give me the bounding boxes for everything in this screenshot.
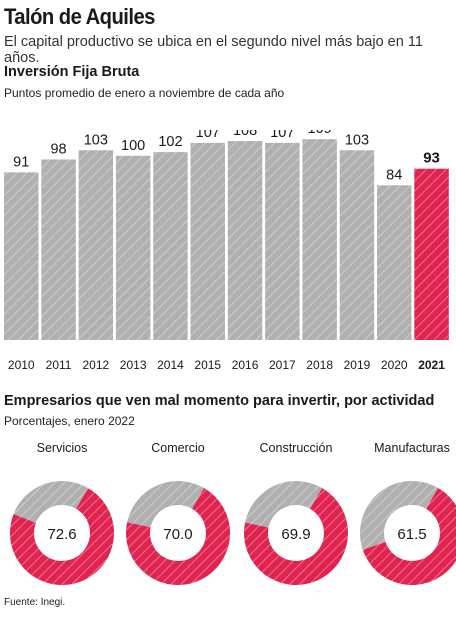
donut-slice-manufacturas-share: [362, 487, 456, 585]
bar-2016: [227, 141, 263, 340]
donut-value-label-manufacturas: 61.5: [397, 526, 426, 543]
donut-category-label-manufacturas: Manufacturas: [374, 441, 450, 455]
x-tick-label-2015: 2015: [194, 358, 221, 372]
donut-slice-servicios-rest: [13, 481, 89, 523]
x-tick-label-2017: 2017: [269, 358, 296, 372]
bar-value-label-2010: 91: [13, 154, 29, 170]
bar-value-label-2014: 102: [158, 134, 182, 150]
donut-chart-subtitle: Porcentajes, enero 2022: [4, 414, 135, 428]
bar-2018: [302, 139, 337, 340]
donut-slice-construcción-share: [244, 487, 349, 585]
bar-chart: 91 2010 98 2011 103 2012 100 2013 102 2014 107 2015…: [4, 130, 449, 372]
bar-value-label-2018: 109: [308, 130, 332, 137]
source-note: Fuente: Inegi.: [4, 597, 66, 608]
donut-value-label-construcción: 69.9: [281, 526, 310, 543]
bar-value-label-2013: 100: [121, 138, 145, 154]
x-tick-label-2019: 2019: [344, 358, 371, 372]
donut-value-label-comercio: 70.0: [163, 526, 192, 543]
bar-2017: [265, 142, 300, 340]
bar-value-label-2011: 98: [50, 141, 66, 157]
donut-category-label-construcción: Construcción: [260, 441, 333, 455]
x-tick-label-2020: 2020: [381, 358, 408, 372]
bar-2012: [78, 150, 114, 340]
x-tick-label-2014: 2014: [157, 358, 184, 372]
bar-2020: [377, 185, 412, 340]
donut-value-label-servicios: 72.6: [47, 526, 76, 543]
donut-slice-manufacturas-rest: [360, 480, 438, 550]
bar-chart-subtitle: Puntos promedio de enero a noviembre de …: [4, 86, 285, 100]
x-tick-label-2018: 2018: [306, 358, 333, 372]
bar-value-label-2017: 107: [270, 130, 294, 141]
page-title: Talón de Aquiles: [4, 4, 155, 29]
donut-category-label-comercio: Comercio: [151, 441, 205, 455]
x-tick-label-2010: 2010: [8, 358, 35, 372]
donut-charts: Servicios 72.6 Comercio 70.0 Construcción 69.…: [9, 441, 456, 585]
bar-value-label-2020: 84: [386, 167, 402, 183]
bar-2014: [153, 152, 188, 340]
bar-value-label-2012: 103: [84, 132, 108, 148]
page-subtitle: El capital productivo se ubica en el seg…: [4, 34, 423, 66]
bar-2019: [339, 150, 375, 340]
x-tick-label-2016: 2016: [232, 358, 259, 372]
donut-slice-comercio-rest: [127, 481, 204, 528]
bar-value-label-2015: 107: [196, 130, 220, 141]
bar-2015: [190, 142, 225, 340]
donut-slice-comercio-share: [126, 487, 231, 585]
bar-value-label-2021: 93: [423, 150, 440, 167]
donut-slice-servicios-share: [9, 487, 115, 585]
x-tick-label-2013: 2013: [120, 358, 147, 372]
bar-2021: [414, 168, 449, 340]
bar-2013: [115, 155, 151, 340]
bar-chart-title: Inversión Fija Bruta: [4, 64, 140, 80]
x-tick-label-2021: 2021: [418, 358, 445, 372]
bar-value-label-2016: 108: [233, 130, 257, 139]
bar-2011: [41, 159, 76, 340]
bar-2010: [4, 172, 39, 340]
donut-category-label-servicios: Servicios: [37, 441, 88, 455]
donut-chart-title: Empresarios que ven mal momento para inv…: [4, 393, 435, 409]
bar-value-label-2019: 103: [345, 132, 369, 148]
x-tick-label-2012: 2012: [82, 358, 109, 372]
x-tick-label-2011: 2011: [46, 358, 72, 372]
donut-slice-construcción-rest: [245, 481, 322, 528]
